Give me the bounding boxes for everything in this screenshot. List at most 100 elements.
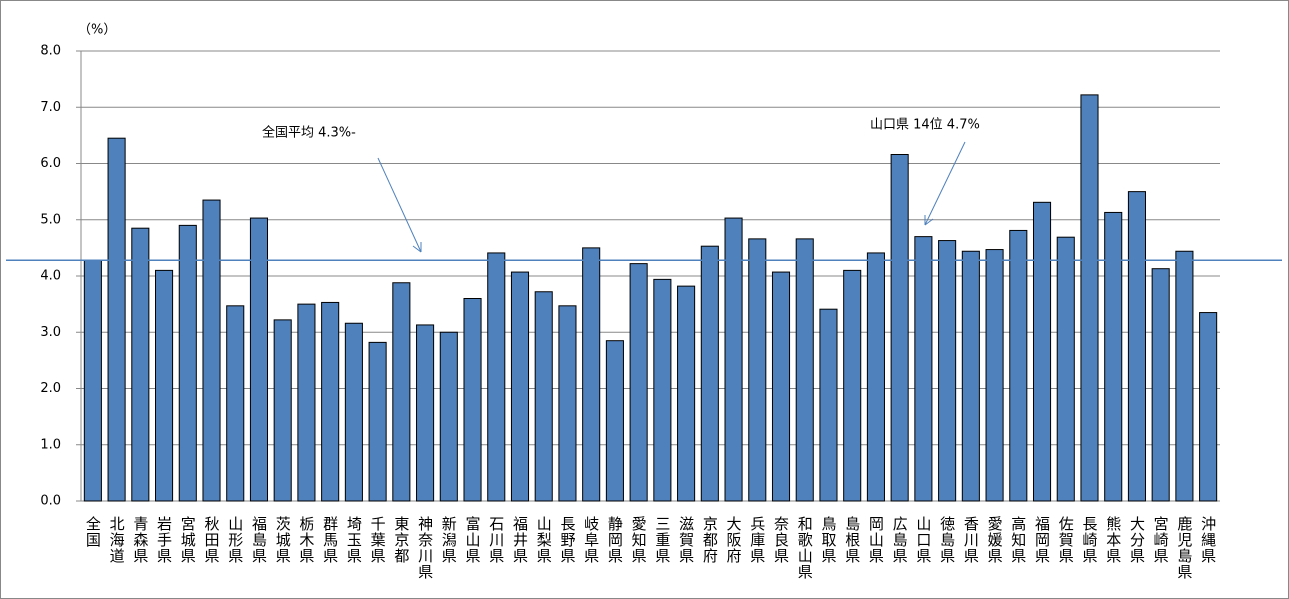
bar bbox=[866, 252, 885, 502]
y-tick-label: 8.0 bbox=[40, 44, 61, 59]
x-tick-label: 茨城県 bbox=[274, 516, 292, 564]
bar bbox=[629, 263, 648, 502]
y-tick-label: 0.0 bbox=[40, 494, 61, 509]
bar bbox=[677, 285, 696, 502]
bar bbox=[795, 238, 814, 502]
x-tick-label: 福井県 bbox=[511, 516, 529, 564]
arrow-head bbox=[924, 215, 934, 226]
x-tick-label: 千葉県 bbox=[369, 516, 387, 564]
bar bbox=[1080, 94, 1099, 502]
x-tick-label: 福岡県 bbox=[1033, 516, 1051, 564]
x-tick-label: 島根県 bbox=[843, 516, 861, 564]
bar bbox=[131, 227, 150, 502]
arrow-head bbox=[412, 242, 422, 253]
bar bbox=[226, 305, 245, 502]
y-tick-label: 1.0 bbox=[40, 437, 61, 452]
bar bbox=[1009, 229, 1028, 502]
bar bbox=[249, 217, 269, 502]
x-tick-label: 和歌山県 bbox=[796, 516, 814, 580]
x-tick-label: 全国 bbox=[84, 515, 102, 548]
bar bbox=[273, 319, 292, 502]
bar bbox=[653, 278, 672, 502]
x-tick-label: 秋田県 bbox=[203, 516, 221, 564]
x-tick-label: 岩手県 bbox=[155, 516, 173, 564]
x-tick-label: 群馬県 bbox=[321, 516, 339, 564]
x-tick-label: 山口県 bbox=[914, 516, 932, 564]
bar bbox=[582, 247, 601, 502]
bar bbox=[914, 236, 933, 502]
x-tick-label: 石川県 bbox=[487, 516, 505, 564]
bar bbox=[202, 199, 221, 502]
bar bbox=[1032, 201, 1052, 502]
bar bbox=[416, 324, 435, 502]
bar bbox=[487, 252, 506, 502]
y-tick-label: 5.0 bbox=[40, 212, 61, 227]
bar bbox=[107, 137, 126, 502]
x-tick-label: 岐阜県 bbox=[582, 516, 600, 564]
x-tick-label: 宮城県 bbox=[179, 516, 197, 564]
y-axis-unit: （%） bbox=[78, 23, 116, 38]
x-tick-label: 山形県 bbox=[226, 516, 244, 564]
x-tick-label: 宮崎県 bbox=[1152, 516, 1170, 564]
bar bbox=[1175, 250, 1194, 502]
bar bbox=[463, 298, 482, 502]
plot-area: 0.0 1.0 2.0 3.0 4.0 5.0 6.0 7.0 8.0 全国 北海道 青森県 岩手県 宮城… bbox=[6, 44, 1282, 580]
bar bbox=[1127, 191, 1146, 502]
x-tick-label: 三重県 bbox=[653, 516, 671, 564]
bar bbox=[534, 291, 553, 502]
x-tick-label: 静岡県 bbox=[606, 516, 624, 564]
bar bbox=[1104, 211, 1123, 502]
x-tick-label: 神奈川県 bbox=[416, 516, 434, 580]
x-tick-label: 熊本県 bbox=[1104, 516, 1122, 564]
bar bbox=[819, 308, 838, 502]
bar bbox=[605, 340, 624, 502]
x-tick-label: 岡山県 bbox=[867, 516, 885, 564]
bar bbox=[368, 341, 387, 502]
bar bbox=[297, 303, 316, 502]
bar bbox=[1056, 236, 1075, 502]
bar bbox=[392, 282, 411, 502]
bar bbox=[771, 271, 791, 502]
annotation-arrow bbox=[924, 141, 966, 226]
x-tick-label: 広島県 bbox=[891, 516, 909, 564]
x-tick-label: 青森県 bbox=[131, 516, 149, 564]
x-tick-label: 埼玉県 bbox=[345, 516, 363, 564]
bar bbox=[985, 249, 1004, 502]
x-tick-label: 香川県 bbox=[962, 516, 980, 564]
annotation-arrow bbox=[377, 157, 422, 253]
bar bbox=[961, 250, 980, 502]
x-tick-label: 福島県 bbox=[250, 516, 268, 564]
bar bbox=[178, 224, 197, 502]
x-tick-label: 徳島県 bbox=[938, 516, 956, 564]
x-tick-label: 大阪府 bbox=[725, 516, 743, 564]
bar bbox=[700, 245, 719, 502]
y-tick-label: 4.0 bbox=[40, 269, 61, 284]
bar bbox=[938, 240, 957, 502]
x-tick-label: 京都府 bbox=[701, 516, 719, 564]
bar bbox=[321, 301, 340, 502]
x-tick-label: 富山県 bbox=[464, 515, 482, 564]
y-tick-label: 2.0 bbox=[40, 381, 61, 396]
x-tick-label: 新潟県 bbox=[440, 516, 458, 564]
x-tick-label: 山梨県 bbox=[535, 516, 553, 564]
bar bbox=[748, 238, 767, 502]
x-tick-label: 栃木県 bbox=[297, 516, 315, 564]
bar bbox=[1199, 312, 1218, 502]
y-tick-label: 3.0 bbox=[40, 325, 61, 340]
x-tick-label: 愛知県 bbox=[630, 516, 648, 564]
x-tick-label: 長野県 bbox=[558, 516, 576, 564]
bar bbox=[510, 271, 530, 502]
annotation: 山口県 14位 4.7% bbox=[870, 118, 980, 133]
x-tick-label: 長崎県 bbox=[1080, 516, 1098, 564]
x-tick-label: 高知県 bbox=[1009, 516, 1027, 564]
x-tick-label: 東京都 bbox=[392, 516, 410, 564]
x-tick-label: 奈良県 bbox=[772, 516, 790, 564]
bar bbox=[890, 154, 909, 502]
y-tick-label: 6.0 bbox=[40, 156, 61, 171]
bar bbox=[83, 259, 102, 502]
bar bbox=[439, 331, 458, 502]
x-tick-label: 鳥取県 bbox=[819, 515, 837, 564]
bar bbox=[724, 217, 743, 502]
x-tick-label: 沖縄県 bbox=[1199, 516, 1217, 564]
